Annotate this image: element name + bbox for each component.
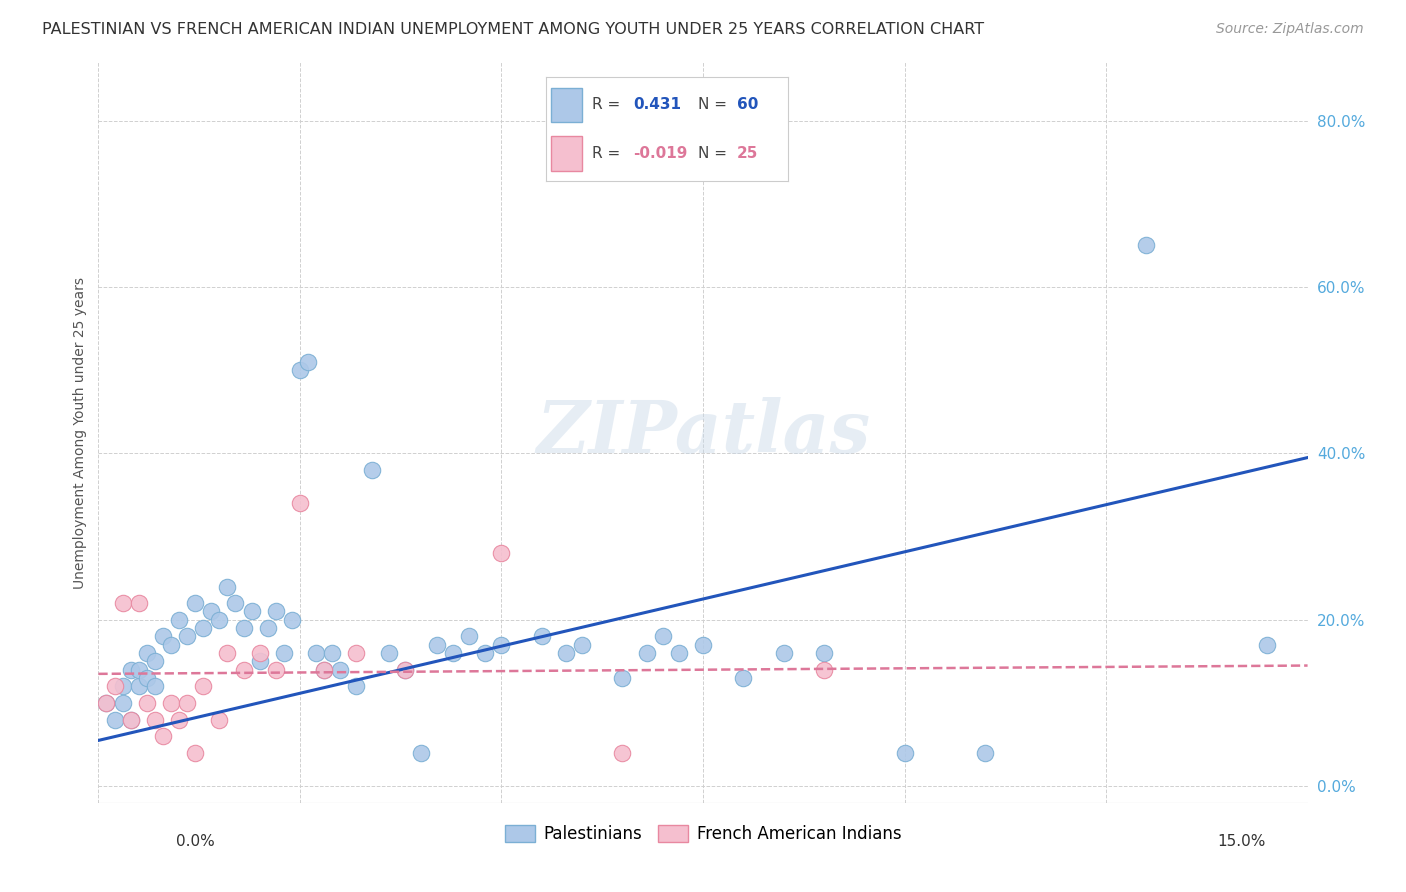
Point xyxy=(128,663,150,677)
Point xyxy=(111,696,134,710)
Point xyxy=(120,713,142,727)
Point xyxy=(1256,638,1278,652)
Point xyxy=(249,654,271,668)
Point xyxy=(217,580,239,594)
Point xyxy=(111,679,134,693)
Point xyxy=(394,663,416,677)
Point xyxy=(409,746,432,760)
Text: 15.0%: 15.0% xyxy=(1218,834,1265,849)
Point xyxy=(974,746,997,760)
Point xyxy=(288,496,311,510)
Point xyxy=(143,713,166,727)
Point xyxy=(111,596,134,610)
Point xyxy=(571,638,593,652)
Point xyxy=(240,605,263,619)
Point xyxy=(813,663,835,677)
Point xyxy=(200,605,222,619)
Point xyxy=(96,696,118,710)
Point xyxy=(152,629,174,643)
Point xyxy=(636,646,658,660)
Point xyxy=(321,646,343,660)
Point xyxy=(135,696,157,710)
Point xyxy=(256,621,278,635)
Point xyxy=(160,638,183,652)
Point xyxy=(232,663,254,677)
Point xyxy=(651,629,673,643)
Point xyxy=(176,629,198,643)
Text: ZIPatlas: ZIPatlas xyxy=(536,397,870,468)
Point xyxy=(135,646,157,660)
Point xyxy=(128,679,150,693)
Point xyxy=(314,663,336,677)
Point xyxy=(733,671,755,685)
Point xyxy=(394,663,416,677)
Text: 0.0%: 0.0% xyxy=(176,834,215,849)
Point xyxy=(143,679,166,693)
Point xyxy=(813,646,835,660)
Point xyxy=(217,646,239,660)
Point xyxy=(668,646,690,660)
Point xyxy=(772,646,794,660)
Point xyxy=(612,746,634,760)
Point xyxy=(458,629,481,643)
Point xyxy=(264,605,287,619)
Point xyxy=(160,696,183,710)
Point xyxy=(103,713,125,727)
Point xyxy=(305,646,328,660)
Point xyxy=(184,596,207,610)
Point xyxy=(491,546,513,560)
Point xyxy=(143,654,166,668)
Point xyxy=(128,596,150,610)
Point xyxy=(103,679,125,693)
Point xyxy=(344,646,367,660)
Point xyxy=(426,638,449,652)
Point xyxy=(264,663,287,677)
Point xyxy=(361,463,384,477)
Point xyxy=(232,621,254,635)
Point xyxy=(344,679,367,693)
Point xyxy=(96,696,118,710)
Point xyxy=(491,638,513,652)
Point xyxy=(167,613,190,627)
Text: PALESTINIAN VS FRENCH AMERICAN INDIAN UNEMPLOYMENT AMONG YOUTH UNDER 25 YEARS CO: PALESTINIAN VS FRENCH AMERICAN INDIAN UN… xyxy=(42,22,984,37)
Point xyxy=(692,638,714,652)
Point xyxy=(1135,238,1157,252)
Point xyxy=(135,671,157,685)
Point xyxy=(120,663,142,677)
Point xyxy=(152,729,174,743)
Point xyxy=(249,646,271,660)
Point xyxy=(184,746,207,760)
Point xyxy=(193,621,215,635)
Point xyxy=(377,646,399,660)
Point xyxy=(893,746,915,760)
Point xyxy=(314,663,336,677)
Point xyxy=(555,646,578,660)
Point xyxy=(176,696,198,710)
Point xyxy=(441,646,464,660)
Point xyxy=(530,629,553,643)
Legend: Palestinians, French American Indians: Palestinians, French American Indians xyxy=(498,819,908,850)
Point xyxy=(193,679,215,693)
Point xyxy=(224,596,246,610)
Point xyxy=(329,663,352,677)
Text: Source: ZipAtlas.com: Source: ZipAtlas.com xyxy=(1216,22,1364,37)
Point xyxy=(612,671,634,685)
Point xyxy=(297,355,319,369)
Point xyxy=(208,613,231,627)
Point xyxy=(288,363,311,377)
Point xyxy=(281,613,304,627)
Point xyxy=(167,713,190,727)
Y-axis label: Unemployment Among Youth under 25 years: Unemployment Among Youth under 25 years xyxy=(73,277,87,589)
Point xyxy=(474,646,496,660)
Point xyxy=(120,713,142,727)
Point xyxy=(273,646,295,660)
Point xyxy=(208,713,231,727)
